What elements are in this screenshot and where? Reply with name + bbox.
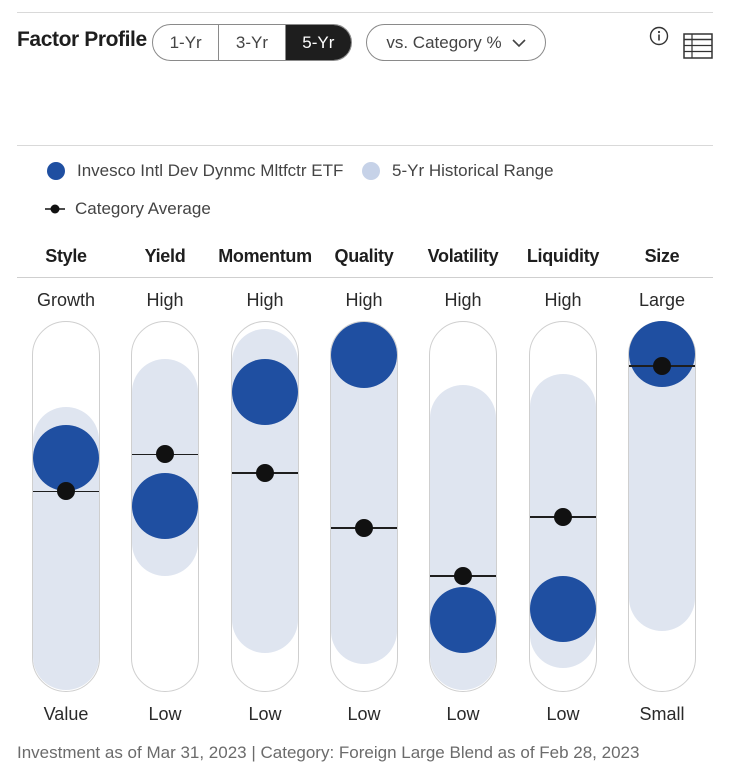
info-icon[interactable]: [649, 26, 669, 46]
factor-track-volatility: [429, 321, 497, 692]
legend-average: Category Average: [45, 199, 211, 219]
factor-track-yield: [131, 321, 199, 692]
category-average-marker-style[interactable]: [57, 482, 75, 501]
range-marker-icon: [362, 162, 380, 180]
chevron-down-icon: [512, 38, 526, 47]
category-average-marker-size[interactable]: [653, 357, 671, 376]
period-3yr-button[interactable]: 3-Yr: [219, 25, 286, 60]
factor-bottom-label-volatility: Low: [446, 704, 480, 724]
factor-bottom-label-style: Value: [43, 704, 89, 724]
factor-top-label-quality: High: [345, 290, 383, 310]
factor-top-label-volatility: High: [444, 290, 482, 310]
factor-header-liquidity: Liquidity: [526, 246, 600, 266]
factor-top-label-liquidity: High: [544, 290, 582, 310]
factor-top-label-size: Large: [638, 290, 686, 310]
period-toggle: 1-Yr 3-Yr 5-Yr: [152, 24, 352, 61]
category-average-marker-volatility[interactable]: [454, 566, 472, 585]
average-marker-icon: [45, 204, 65, 214]
fund-marker-size[interactable]: [629, 321, 695, 387]
header-divider: [17, 277, 713, 278]
category-average-marker-momentum[interactable]: [256, 463, 274, 482]
factor-header-momentum: Momentum: [218, 246, 312, 266]
fund-marker-liquidity[interactable]: [530, 576, 596, 643]
category-average-marker-quality[interactable]: [355, 519, 373, 538]
factor-bottom-label-yield: Low: [148, 704, 182, 724]
factor-track-liquidity: [529, 321, 597, 692]
table-view-icon[interactable]: [683, 33, 713, 59]
historical-range-yield: [132, 358, 198, 576]
factor-top-label-yield: High: [146, 290, 184, 310]
factor-bottom-label-liquidity: Low: [546, 704, 580, 724]
fund-marker-volatility[interactable]: [430, 587, 496, 654]
factor-bottom-label-momentum: Low: [248, 704, 282, 724]
factor-profile-header: Factor Profile 1-Yr 3-Yr 5-Yr vs. Catego…: [17, 22, 713, 64]
fund-marker-yield[interactable]: [132, 473, 198, 539]
fund-marker-momentum[interactable]: [232, 358, 298, 425]
legend-fund: Invesco Intl Dev Dynmc Mltfctr ETF: [47, 161, 343, 181]
factor-top-label-momentum: High: [246, 290, 284, 310]
fund-marker-quality[interactable]: [331, 322, 397, 389]
factor-track-size: [628, 321, 696, 692]
factor-track-style: [32, 321, 100, 692]
period-5yr-button[interactable]: 5-Yr: [285, 25, 351, 60]
legend-divider: [17, 145, 713, 146]
period-1yr-button[interactable]: 1-Yr: [153, 25, 220, 60]
factor-header-size: Size: [644, 246, 680, 266]
legend-range-label: 5-Yr Historical Range: [392, 161, 554, 180]
factor-header-volatility: Volatility: [427, 246, 499, 266]
top-divider: [17, 12, 713, 13]
factor-track-quality: [330, 321, 398, 692]
factor-bottom-label-quality: Low: [347, 704, 381, 724]
section-title: Factor Profile: [17, 28, 147, 51]
footer-note: Investment as of Mar 31, 2023 | Category…: [17, 743, 640, 762]
factor-track-momentum: [231, 321, 299, 692]
compare-dropdown[interactable]: vs. Category %: [366, 24, 546, 61]
legend-average-label: Category Average: [75, 199, 211, 218]
factor-header-yield: Yield: [144, 246, 186, 266]
legend-range: 5-Yr Historical Range: [362, 161, 554, 181]
category-average-marker-yield[interactable]: [156, 445, 174, 464]
category-average-marker-liquidity[interactable]: [554, 508, 572, 527]
factor-header-style: Style: [45, 246, 87, 266]
factor-bottom-label-size: Small: [639, 704, 685, 724]
legend-fund-label: Invesco Intl Dev Dynmc Mltfctr ETF: [77, 161, 344, 180]
fund-marker-style[interactable]: [33, 425, 99, 492]
fund-marker-icon: [47, 162, 65, 180]
factor-header-quality: Quality: [334, 246, 394, 266]
factor-top-label-style: Growth: [36, 290, 96, 310]
compare-dropdown-label: vs. Category %: [386, 32, 502, 52]
